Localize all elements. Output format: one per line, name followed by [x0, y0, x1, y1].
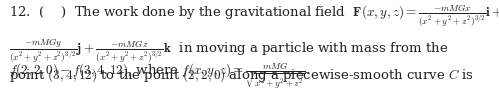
Text: point $(3, 4, 12)$ to the point $(2, 2, 0)$ along a piecewise-smooth curve $C$ i: point $(3, 4, 12)$ to the point $(2, 2, … [9, 66, 474, 84]
Text: $f(2, 2, 0) - f(3, 4, 12)$, where $f(x, y, z) = \frac{mMG}{\sqrt{x^2+y^2+z^2}}$.: $f(2, 2, 0) - f(3, 4, 12)$, where $f(x, … [9, 61, 310, 91]
Text: $\frac{-mMGy}{(x^2+y^2+z^2)^{3/2}}\mathbf{j} + \frac{-mMGz}{(x^2+y^2+z^2)^{3/2}}: $\frac{-mMGy}{(x^2+y^2+z^2)^{3/2}}\mathb… [9, 37, 448, 64]
Text: 12.  (    )  The work done by the gravitational field  $\mathbf{F}(x, y, z) = \f: 12. ( ) The work done by the gravitation… [9, 3, 499, 28]
